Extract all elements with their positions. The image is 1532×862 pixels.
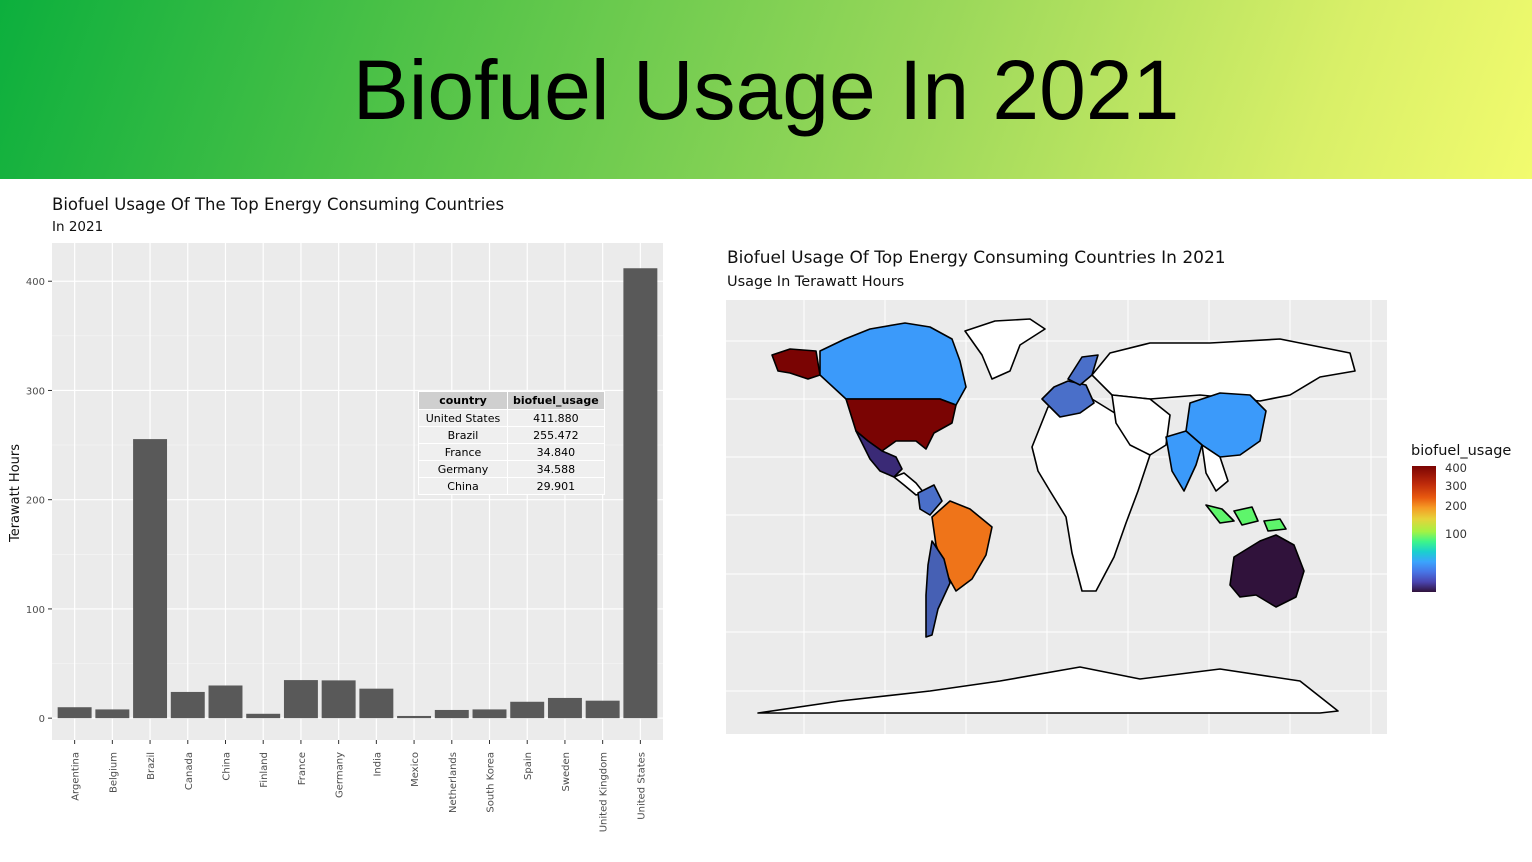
x-tick-label: Argentina — [71, 752, 82, 801]
x-tick-label: United States — [636, 752, 647, 820]
table-row: France 34.840 — [418, 443, 605, 461]
page-title: Biofuel Usage In 2021 — [352, 43, 1180, 137]
table-row: Brazil 255.472 — [418, 426, 605, 444]
table-cell: France — [418, 443, 508, 461]
bar-chart: 0 100 200 300 400 Argentina Belgium Brazil Canad… — [8, 243, 663, 832]
region-indonesia — [1205, 504, 1287, 532]
bar-india — [359, 688, 394, 719]
table-cell: United States — [418, 409, 508, 427]
region-mexico — [855, 430, 903, 478]
region-scandinavia — [1067, 354, 1099, 386]
y-tick-label: 400 — [26, 277, 45, 288]
table-cell: 411.880 — [507, 409, 605, 427]
legend-tick-label: 100 — [1445, 527, 1467, 541]
table-cell: China — [418, 477, 508, 495]
x-tick-label: Netherlands — [448, 752, 459, 813]
bar-chart-title: Biofuel Usage Of The Top Energy Consumin… — [52, 195, 505, 214]
table-header-usage: biofuel_usage — [507, 391, 605, 410]
bar-belgium — [95, 709, 130, 719]
bar-finland — [246, 713, 281, 719]
bar-sweden — [547, 697, 582, 719]
bar-united-states — [623, 268, 658, 719]
summary-table: country biofuel_usage United States 411.8… — [418, 391, 605, 495]
bar-netherlands — [434, 709, 469, 719]
region-southeast-asia — [1201, 444, 1229, 492]
legend-tick-label: 200 — [1445, 499, 1467, 513]
x-tick-label: India — [372, 752, 383, 777]
table-header-row: country biofuel_usage — [418, 391, 605, 410]
x-tick-label: Mexico — [410, 752, 421, 787]
bar-canada — [170, 691, 205, 719]
map-chart-title: Biofuel Usage Of Top Energy Consuming Co… — [727, 248, 1226, 268]
x-tick-label: Belgium — [108, 752, 119, 793]
table-row: Germany 34.588 — [418, 460, 605, 478]
bar-china — [208, 685, 243, 719]
region-antarctica — [757, 666, 1339, 714]
region-europe — [1041, 380, 1095, 418]
bar-south-korea — [472, 709, 507, 719]
legend-tick-label: 300 — [1445, 479, 1467, 493]
region-australia — [1229, 534, 1305, 608]
y-tick-label: 100 — [26, 605, 45, 616]
table-cell: 34.588 — [507, 460, 605, 478]
y-axis-label: Terawatt Hours — [8, 444, 23, 543]
bar-chart-subtitle: In 2021 — [52, 219, 104, 235]
bar-united-kingdom — [585, 700, 620, 719]
region-alaska — [771, 348, 821, 380]
bar-brazil — [133, 439, 168, 719]
x-tick-label: France — [297, 752, 308, 785]
axis-layer: 0 100 200 300 400 Argentina Belgium Brazil Canad… — [26, 277, 647, 832]
x-tick-label: Germany — [335, 752, 346, 798]
bar-spain — [510, 701, 545, 719]
slide-header: Biofuel Usage In 2021 — [0, 0, 1532, 179]
region-middle-east — [1111, 394, 1171, 456]
y-tick-label: 200 — [26, 496, 45, 507]
region-colombia — [917, 484, 943, 516]
region-india — [1165, 430, 1203, 492]
legend-tick-label: 400 — [1445, 461, 1467, 475]
bar-argentina — [57, 707, 92, 719]
x-tick-label: South Korea — [486, 752, 497, 813]
y-tick-label: 0 — [39, 714, 45, 725]
x-tick-label: China — [221, 752, 232, 781]
table-row: China 29.901 — [418, 477, 605, 495]
legend-title: biofuel_usage — [1411, 443, 1512, 459]
world-map — [726, 300, 1387, 734]
region-greenland — [964, 318, 1046, 380]
map-chart-subtitle: Usage In Terawatt Hours — [727, 274, 905, 290]
x-tick-label: Sweden — [561, 752, 572, 792]
table-header-country: country — [418, 391, 508, 410]
y-tick-label: 300 — [26, 386, 45, 397]
table-cell: Germany — [418, 460, 508, 478]
bar-france — [283, 680, 318, 719]
x-tick-label: Brazil — [146, 752, 157, 780]
table-cell: 29.901 — [507, 477, 605, 495]
legend-colorbar — [1412, 466, 1436, 592]
table-cell: 34.840 — [507, 443, 605, 461]
x-tick-label: Canada — [184, 752, 195, 790]
x-tick-label: Finland — [259, 752, 270, 788]
x-tick-label: Spain — [523, 752, 534, 780]
bars-layer — [57, 268, 658, 719]
table-cell: Brazil — [418, 426, 508, 444]
region-russia — [1091, 338, 1356, 402]
table-row: United States 411.880 — [418, 409, 605, 427]
x-tick-label: United Kingdom — [599, 752, 610, 832]
table-cell: 255.472 — [507, 426, 605, 444]
bar-mexico — [397, 715, 432, 719]
bar-germany — [321, 680, 356, 719]
region-argentina — [925, 540, 951, 638]
